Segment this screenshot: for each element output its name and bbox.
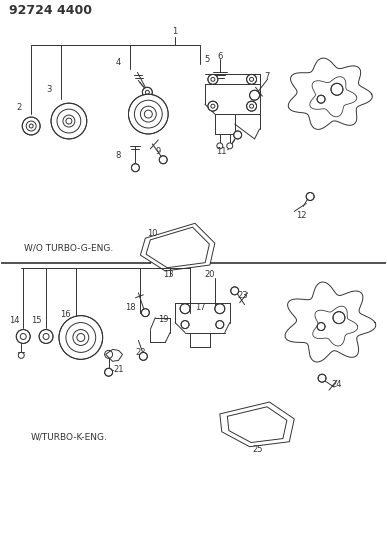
Text: 3: 3 <box>46 85 52 94</box>
Text: 10: 10 <box>147 229 158 238</box>
Polygon shape <box>140 223 215 271</box>
Circle shape <box>317 95 325 103</box>
Circle shape <box>215 304 225 313</box>
Text: 5: 5 <box>204 55 209 64</box>
Circle shape <box>208 75 218 84</box>
Polygon shape <box>288 58 372 130</box>
Circle shape <box>22 117 40 135</box>
Circle shape <box>216 321 224 328</box>
Text: 11: 11 <box>217 147 227 156</box>
Text: 13: 13 <box>163 270 173 279</box>
Circle shape <box>159 156 167 164</box>
Text: 19: 19 <box>158 315 168 324</box>
Circle shape <box>234 131 241 139</box>
Circle shape <box>250 90 260 100</box>
Text: 6: 6 <box>217 52 223 61</box>
Text: 1: 1 <box>173 27 178 36</box>
Text: 15: 15 <box>31 316 41 325</box>
Circle shape <box>128 94 168 134</box>
Polygon shape <box>106 350 123 361</box>
Text: W/TURBO-K-ENG.: W/TURBO-K-ENG. <box>31 432 107 441</box>
Circle shape <box>51 103 87 139</box>
Circle shape <box>247 101 257 111</box>
Text: 17: 17 <box>195 303 205 312</box>
Circle shape <box>142 87 152 97</box>
Text: 14: 14 <box>9 316 20 325</box>
Circle shape <box>227 143 233 149</box>
Circle shape <box>231 287 239 295</box>
Text: 9: 9 <box>156 147 161 156</box>
Text: 18: 18 <box>125 303 136 312</box>
Text: 2: 2 <box>17 103 22 111</box>
Circle shape <box>306 192 314 200</box>
Circle shape <box>333 312 345 324</box>
Text: W/O TURBO-G-ENG.: W/O TURBO-G-ENG. <box>24 244 113 253</box>
Text: 25: 25 <box>252 445 263 454</box>
Text: 16: 16 <box>60 310 70 319</box>
Circle shape <box>217 143 223 149</box>
Circle shape <box>104 368 113 376</box>
Text: 21: 21 <box>113 365 124 374</box>
Text: 8: 8 <box>116 151 121 160</box>
Text: 92724 4400: 92724 4400 <box>9 4 92 18</box>
Circle shape <box>247 75 257 84</box>
Text: 12: 12 <box>296 211 307 220</box>
Circle shape <box>181 321 189 328</box>
Polygon shape <box>285 282 376 362</box>
Circle shape <box>208 101 218 111</box>
Polygon shape <box>220 402 294 447</box>
Text: 20: 20 <box>205 270 215 279</box>
Circle shape <box>18 352 24 358</box>
Circle shape <box>16 329 30 343</box>
Circle shape <box>331 83 343 95</box>
Circle shape <box>139 352 147 360</box>
Circle shape <box>59 316 103 359</box>
Text: 24: 24 <box>332 379 342 389</box>
Text: 4: 4 <box>116 58 121 67</box>
Circle shape <box>141 309 149 317</box>
Circle shape <box>317 322 325 330</box>
Text: 23: 23 <box>237 292 248 300</box>
Circle shape <box>132 164 139 172</box>
Text: 22: 22 <box>135 348 146 357</box>
Text: 7: 7 <box>265 72 270 81</box>
Circle shape <box>318 374 326 382</box>
Circle shape <box>39 329 53 343</box>
Circle shape <box>180 304 190 313</box>
